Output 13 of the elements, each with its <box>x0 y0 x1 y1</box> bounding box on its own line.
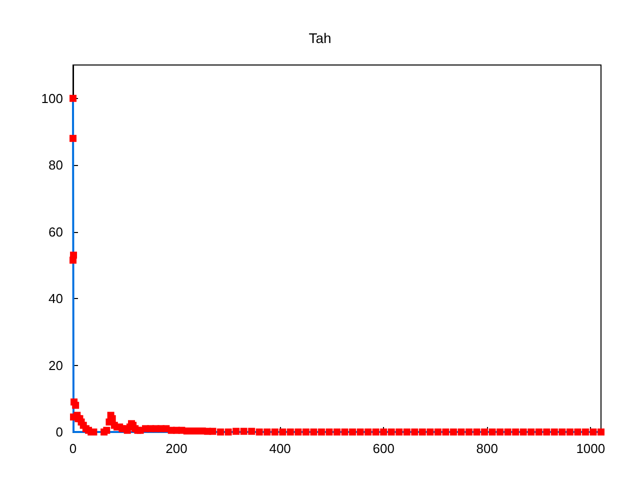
y-tick-label: 60 <box>48 224 63 240</box>
y-tick-label: 80 <box>48 158 63 173</box>
x-tick-label: 0 <box>69 441 77 456</box>
x-tick-label: 600 <box>372 441 394 456</box>
x-tick-label: 800 <box>476 441 498 456</box>
y-tick-label: 20 <box>48 358 63 373</box>
y-tick-label: 40 <box>48 291 63 306</box>
y-tick-label: 100 <box>41 90 63 106</box>
y-tick-label: 0 <box>56 424 63 440</box>
x-tick-label: 200 <box>166 441 188 456</box>
x-tick-label: 400 <box>269 441 291 456</box>
chart-title: Tah <box>308 30 332 46</box>
x-tick-label: 1000 <box>576 441 606 456</box>
